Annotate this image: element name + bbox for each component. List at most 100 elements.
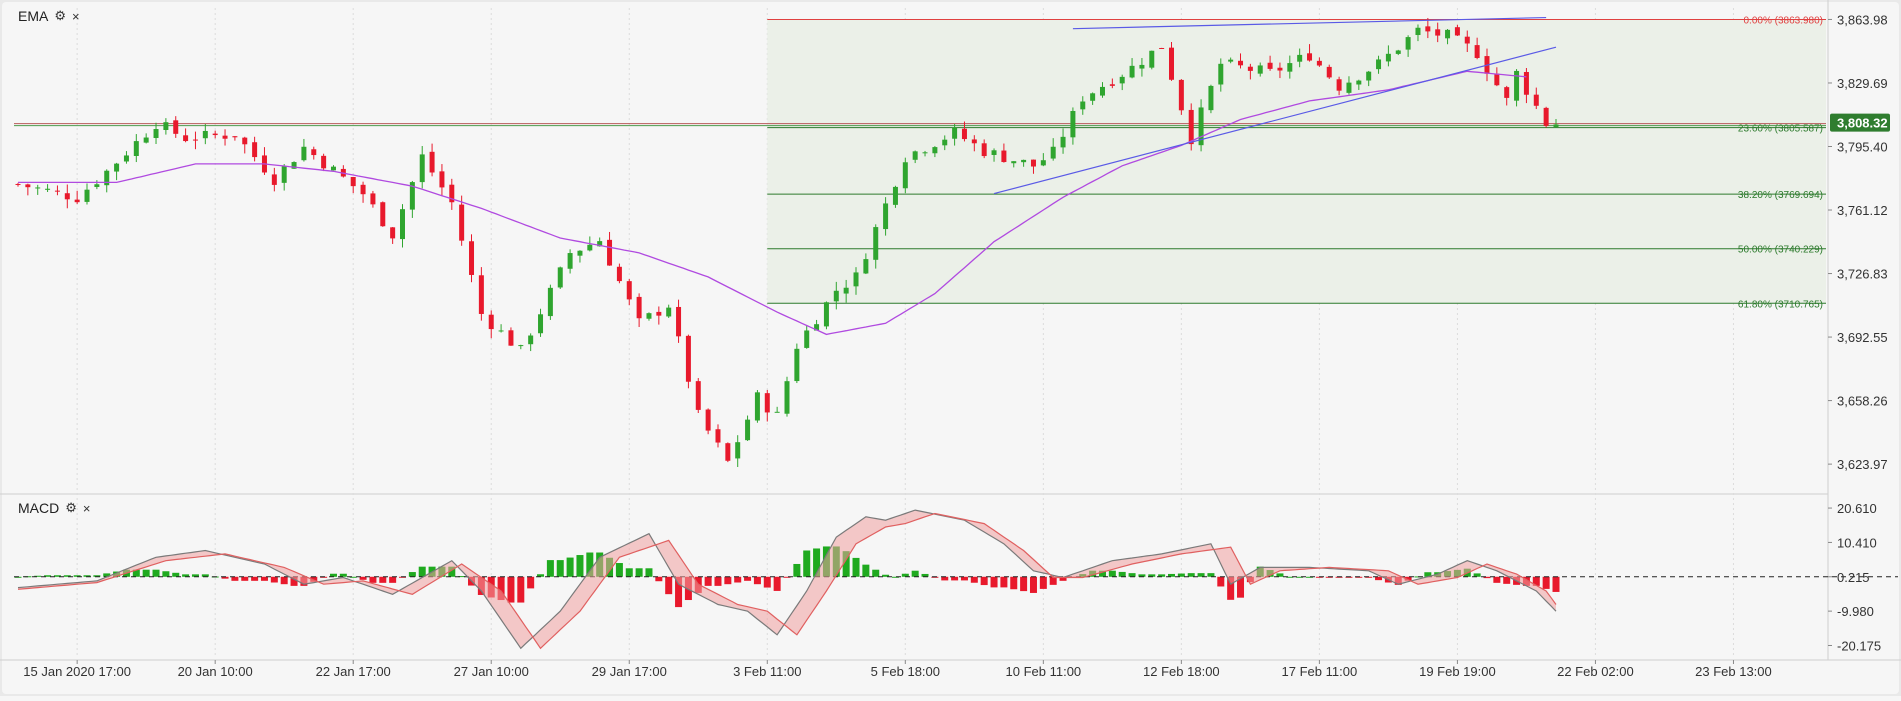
candle-body	[15, 183, 21, 185]
candle-body	[1149, 50, 1155, 68]
macd-histogram-bar	[882, 574, 890, 577]
gear-icon[interactable]: ⚙	[65, 500, 77, 515]
candle-body	[518, 345, 524, 347]
time-axis-label: 19 Feb 19:00	[1419, 664, 1496, 679]
macd-histogram-bar	[921, 573, 929, 577]
candle-body	[321, 155, 327, 169]
ema-indicator-label: EMA ⚙ ×	[18, 8, 80, 24]
macd-histogram-bar	[497, 576, 505, 601]
candle-body	[202, 130, 208, 139]
macd-histogram-bar	[753, 576, 761, 585]
candle-body	[774, 411, 780, 413]
candle-body	[991, 150, 997, 155]
macd-histogram-bar	[586, 552, 594, 577]
trendline	[993, 46, 1557, 195]
time-axis-label: 12 Feb 18:00	[1143, 664, 1220, 679]
candle-body	[1208, 85, 1214, 111]
macd-histogram-bar	[1000, 576, 1008, 588]
macd-histogram-bar	[93, 575, 101, 577]
time-axis-label: 29 Jan 17:00	[592, 664, 667, 679]
candle-body	[902, 162, 908, 189]
macd-histogram-bar	[615, 563, 623, 577]
candle-body	[330, 166, 336, 171]
candle-body	[1326, 66, 1332, 78]
fibonacci-level-label: 38.20% (3769.694)	[1738, 190, 1823, 201]
macd-histogram-bar	[349, 576, 357, 578]
candle-body	[64, 193, 70, 200]
macd-histogram-bar	[1306, 576, 1314, 578]
macd-axis-label: 0.215	[1837, 570, 1870, 585]
candle-body	[1405, 37, 1411, 50]
macd-histogram-bar	[1010, 576, 1018, 590]
candle-body	[725, 443, 731, 461]
candle-body	[409, 182, 415, 210]
macd-histogram-bar	[369, 576, 377, 583]
macd-histogram-bar	[970, 576, 978, 583]
candle-body	[439, 171, 445, 188]
candle-body	[419, 154, 425, 183]
candle-body	[232, 136, 238, 138]
candle-body	[163, 122, 169, 131]
macd-histogram-bar	[546, 560, 554, 577]
candle-body	[715, 429, 721, 443]
candle-body	[84, 189, 90, 202]
candle-body	[212, 133, 218, 136]
macd-histogram-bar	[103, 573, 111, 577]
candle-body	[400, 209, 405, 240]
macd-histogram-bar	[1217, 576, 1225, 587]
candle-body	[547, 287, 553, 317]
macd-histogram-bar	[1483, 576, 1491, 579]
candle-body	[892, 186, 898, 205]
macd-histogram-bar	[704, 576, 712, 586]
macd-histogram-bar	[566, 557, 574, 577]
candle-body	[429, 151, 435, 173]
candle-body	[1060, 136, 1066, 148]
candle-body	[252, 142, 258, 158]
candle-body	[123, 155, 129, 162]
candle-body	[1316, 60, 1322, 66]
macd-histogram-bar	[872, 569, 880, 577]
macd-histogram-bar	[1375, 576, 1383, 581]
price-axis-label: 3,692.55	[1837, 330, 1888, 345]
candle-body	[981, 143, 987, 157]
candle-body	[1454, 27, 1460, 36]
candle-body	[1346, 82, 1352, 93]
macd-histogram-bar	[1197, 573, 1205, 577]
macd-histogram-bar	[389, 576, 397, 583]
candle-body	[1030, 159, 1036, 167]
candle-body	[1178, 79, 1184, 111]
macd-histogram-bar	[635, 568, 643, 577]
macd-histogram-bar	[813, 548, 821, 577]
candle-body	[1070, 110, 1076, 138]
candle-body	[94, 184, 100, 187]
macd-histogram-bar	[1355, 576, 1363, 578]
candle-body	[942, 139, 948, 146]
candle-body	[1307, 53, 1313, 61]
candle-body	[192, 139, 198, 141]
close-icon[interactable]: ×	[82, 500, 91, 516]
candle-body	[153, 129, 159, 139]
macd-histogram-bar	[1542, 576, 1550, 589]
candle-body	[360, 184, 366, 195]
candle-body	[695, 381, 701, 410]
candle-body	[1336, 79, 1342, 91]
close-icon[interactable]: ×	[72, 8, 80, 24]
candle-body	[370, 193, 376, 205]
macd-histogram-bar	[152, 569, 160, 577]
macd-histogram-bar	[63, 575, 71, 577]
macd-histogram-bar	[201, 574, 209, 577]
macd-histogram-bar	[241, 576, 249, 581]
candle-body	[469, 241, 475, 275]
trendline	[1072, 16, 1547, 30]
candle-body	[636, 296, 642, 319]
candle-body	[35, 187, 41, 189]
candle-body	[1001, 150, 1007, 163]
candle-body	[1238, 60, 1244, 66]
macd-histogram-bar	[260, 576, 268, 581]
candle-body	[823, 302, 829, 327]
candle-body	[311, 149, 317, 156]
macd-histogram-bar	[625, 568, 633, 577]
candle-body	[291, 162, 297, 169]
gear-icon[interactable]: ⚙	[54, 8, 66, 23]
